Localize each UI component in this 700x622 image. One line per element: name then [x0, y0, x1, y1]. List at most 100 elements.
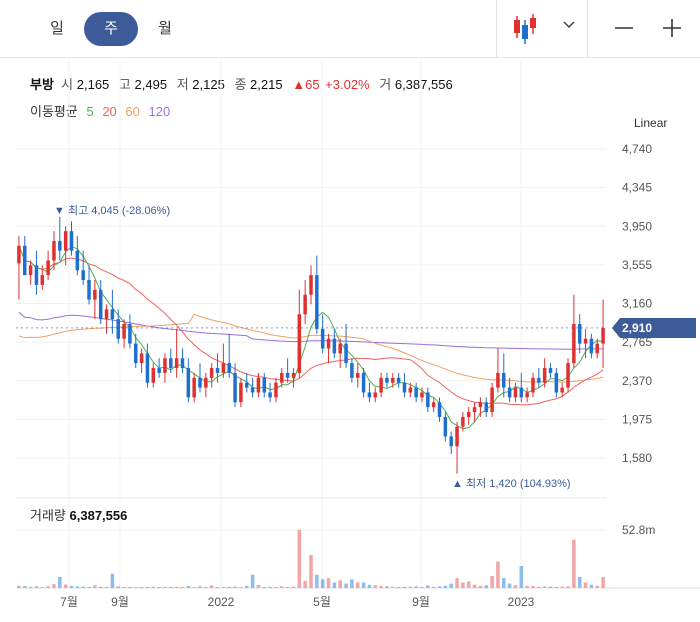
ma-60[interactable]: 60 — [125, 104, 140, 119]
volume-bar — [250, 574, 255, 588]
volume-bar — [262, 586, 267, 588]
volume-bar — [17, 585, 21, 588]
candle-body — [145, 353, 150, 383]
volume-bar — [391, 586, 395, 588]
candle-body — [209, 368, 214, 378]
volume-bar — [478, 585, 483, 588]
candle-body — [192, 377, 196, 398]
volume-bar — [221, 586, 226, 588]
candle-body — [537, 377, 541, 383]
volume-bar — [583, 582, 588, 588]
date-tick-label: 9월 — [111, 595, 129, 609]
volume-bar — [75, 586, 80, 588]
candle-body — [437, 402, 442, 417]
candle-body — [285, 372, 290, 378]
ma-5[interactable]: 5 — [86, 104, 94, 119]
candle-body — [180, 358, 185, 369]
tab-day[interactable]: 일 — [50, 20, 64, 37]
chart-type-button[interactable] — [497, 0, 587, 58]
candle-body — [75, 250, 80, 271]
candle-body — [151, 368, 156, 383]
volume-bar — [437, 586, 442, 588]
moving-average-legend: 이동평균 5 20 60 120 — [30, 101, 175, 120]
tab-month[interactable]: 월 — [158, 20, 172, 37]
candle-body — [414, 387, 418, 398]
zoom-in-button[interactable] — [646, 0, 698, 58]
candle-body — [426, 392, 430, 408]
low-annotation: ▲ 최저 1,420 (104.93%) — [452, 477, 571, 490]
volume-bar — [227, 586, 231, 588]
candle-body — [169, 358, 173, 369]
volume-bar — [537, 586, 541, 588]
volume-bar — [367, 584, 372, 588]
candle-body — [116, 319, 120, 339]
volume-bar — [449, 583, 453, 588]
ma-20[interactable]: 20 — [102, 104, 117, 119]
candle-body — [198, 377, 202, 388]
date-tick-label: 9월 — [412, 595, 430, 609]
candle-body — [408, 387, 413, 393]
volume-bar — [116, 586, 120, 588]
volume-bar — [309, 555, 313, 588]
volume-bar — [461, 582, 465, 588]
candle-body — [350, 363, 354, 378]
volume-panel-label: 거래량 — [30, 508, 66, 523]
candle-body — [583, 338, 588, 344]
volume-bar — [233, 586, 237, 588]
candle-body — [466, 412, 471, 417]
plus-icon — [663, 19, 681, 37]
volume-bar — [180, 587, 185, 588]
candle-body — [46, 260, 50, 276]
volume-bar — [338, 580, 342, 588]
candle-body — [542, 368, 547, 383]
volume-label: 거 — [379, 77, 392, 92]
candle-body — [361, 372, 366, 393]
candle-body — [513, 387, 518, 398]
volume-bar — [566, 586, 570, 588]
volume-bar — [361, 582, 366, 588]
ma-5-line — [18, 245, 604, 430]
open-label: 시 — [61, 77, 74, 92]
volume-bar — [46, 586, 50, 588]
candle-body — [525, 392, 529, 398]
candle-body — [221, 363, 226, 373]
candle-body — [449, 436, 453, 447]
volume-bar — [507, 583, 512, 588]
candle-body — [320, 328, 325, 349]
candle-body — [461, 416, 465, 427]
candle-body — [250, 387, 255, 393]
tab-week[interactable]: 주 — [84, 12, 138, 46]
current-price-label: 2,910 — [622, 321, 652, 335]
volume-bar — [139, 586, 144, 588]
volume-bar — [320, 579, 325, 588]
candle-body — [256, 377, 261, 393]
volume-bar — [326, 578, 331, 588]
ma-120[interactable]: 120 — [148, 104, 171, 119]
candle-body — [367, 392, 372, 398]
candle-body — [134, 343, 138, 364]
volume-bar — [104, 586, 109, 588]
volume-bar — [443, 585, 448, 588]
date-tick-label: 7월 — [60, 595, 78, 609]
candle-body — [601, 327, 605, 344]
scale-toggle[interactable]: Linear — [634, 116, 668, 130]
volume-bar — [303, 580, 307, 588]
price-tick-label: 3,950 — [622, 219, 652, 233]
volume-bar — [297, 530, 302, 588]
volume-bar — [455, 578, 459, 588]
volume-bar — [122, 586, 126, 588]
candle-body — [379, 377, 383, 393]
chevron-down-icon — [563, 21, 575, 29]
volume-bar — [420, 586, 424, 588]
volume-bar — [23, 586, 27, 588]
open-value: 2,165 — [76, 77, 110, 92]
volume-bar — [513, 585, 518, 588]
volume-bar — [577, 577, 582, 588]
candle-body — [443, 416, 448, 437]
candle-body — [17, 245, 21, 264]
candle-body — [58, 240, 62, 251]
current-price-tag — [612, 317, 696, 338]
zoom-out-button[interactable] — [598, 0, 650, 58]
price-tick-label: 1,580 — [622, 451, 652, 465]
